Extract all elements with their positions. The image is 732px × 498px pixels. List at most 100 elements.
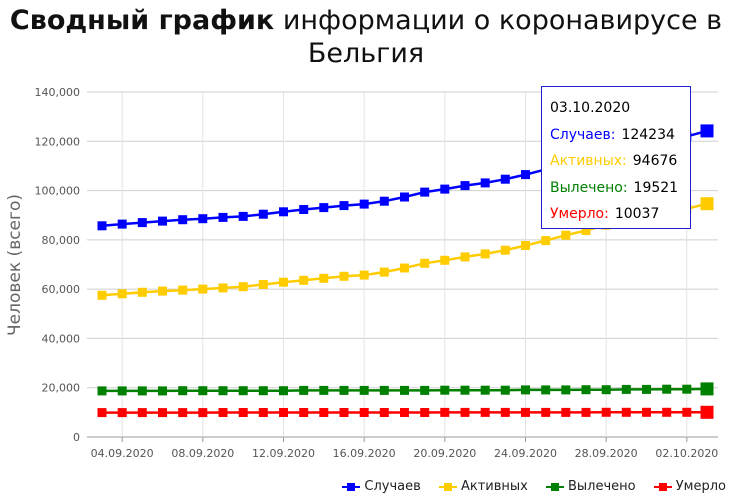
point-recovered[interactable] [158,386,167,396]
point-cases[interactable] [700,124,714,138]
point-recovered[interactable] [238,386,248,396]
point-cases[interactable] [299,205,309,214]
point-deaths[interactable] [662,407,672,417]
point-active[interactable] [440,255,450,265]
point-active[interactable] [218,283,228,293]
point-active[interactable] [521,241,530,250]
point-cases[interactable] [97,221,107,231]
point-deaths[interactable] [400,408,409,417]
point-cases[interactable] [420,187,430,197]
point-deaths[interactable] [561,407,571,417]
point-deaths[interactable] [480,407,490,417]
point-active[interactable] [561,230,571,240]
point-recovered[interactable] [561,385,571,395]
point-active[interactable] [541,236,551,246]
point-recovered[interactable] [400,385,409,395]
point-deaths[interactable] [158,408,167,418]
legend-item-deaths[interactable]: Умерло [653,479,726,494]
point-cases[interactable] [500,174,510,184]
point-active[interactable] [339,271,349,281]
point-active[interactable] [420,258,430,268]
point-cases[interactable] [480,178,490,188]
point-recovered[interactable] [480,385,490,395]
point-active[interactable] [700,197,714,211]
point-cases[interactable] [521,170,530,180]
point-recovered[interactable] [500,385,510,395]
point-recovered[interactable] [319,385,329,395]
point-active[interactable] [400,263,409,273]
point-deaths[interactable] [642,407,651,417]
point-active[interactable] [379,267,389,277]
point-active[interactable] [279,277,288,287]
point-cases[interactable] [198,214,208,224]
point-recovered[interactable] [359,385,369,395]
legend-item-cases[interactable]: Случаев [342,479,421,494]
point-active[interactable] [359,270,369,280]
point-cases[interactable] [218,212,228,222]
point-active[interactable] [581,226,591,235]
point-recovered[interactable] [279,386,288,396]
point-recovered[interactable] [682,384,692,394]
point-deaths[interactable] [258,408,268,417]
point-active[interactable] [117,289,127,299]
point-cases[interactable] [359,199,369,209]
point-recovered[interactable] [97,386,107,396]
point-recovered[interactable] [218,386,228,396]
point-deaths[interactable] [379,408,389,417]
point-active[interactable] [319,273,329,283]
point-recovered[interactable] [621,384,631,394]
point-recovered[interactable] [642,384,651,394]
point-deaths[interactable] [319,408,329,417]
point-active[interactable] [137,287,147,297]
point-deaths[interactable] [97,408,107,418]
point-recovered[interactable] [178,386,188,396]
point-cases[interactable] [440,184,450,194]
point-recovered[interactable] [460,385,470,395]
point-deaths[interactable] [521,407,530,417]
point-deaths[interactable] [137,408,147,418]
point-active[interactable] [238,282,248,292]
point-cases[interactable] [339,201,349,211]
legend-item-active[interactable]: Активных [438,479,528,494]
point-recovered[interactable] [700,382,714,396]
point-active[interactable] [299,275,309,285]
point-deaths[interactable] [178,408,188,418]
point-recovered[interactable] [137,386,147,396]
point-deaths[interactable] [299,408,309,417]
point-deaths[interactable] [359,408,369,417]
point-recovered[interactable] [198,386,208,396]
legend-item-recovered[interactable]: Вылечено [545,479,636,494]
point-cases[interactable] [137,218,147,228]
point-cases[interactable] [279,207,288,217]
point-deaths[interactable] [420,408,430,417]
point-deaths[interactable] [682,407,692,417]
point-recovered[interactable] [541,385,551,395]
point-deaths[interactable] [279,408,288,417]
point-recovered[interactable] [581,385,591,395]
point-recovered[interactable] [521,385,530,395]
point-active[interactable] [258,280,268,289]
point-recovered[interactable] [440,385,450,395]
point-recovered[interactable] [379,385,389,395]
point-deaths[interactable] [621,407,631,417]
point-deaths[interactable] [500,407,510,417]
point-recovered[interactable] [601,385,611,395]
point-cases[interactable] [117,219,127,229]
point-active[interactable] [97,290,107,300]
point-recovered[interactable] [299,385,309,395]
point-active[interactable] [500,245,510,255]
point-recovered[interactable] [662,384,672,394]
point-active[interactable] [480,249,490,259]
point-deaths[interactable] [218,408,228,417]
point-deaths[interactable] [581,407,591,417]
point-deaths[interactable] [238,408,248,417]
point-active[interactable] [460,252,470,262]
point-cases[interactable] [238,211,248,221]
point-deaths[interactable] [700,405,714,419]
point-active[interactable] [158,286,167,296]
point-cases[interactable] [319,203,329,213]
point-recovered[interactable] [339,385,349,395]
point-deaths[interactable] [339,408,349,417]
point-active[interactable] [198,284,208,294]
point-deaths[interactable] [198,408,208,418]
